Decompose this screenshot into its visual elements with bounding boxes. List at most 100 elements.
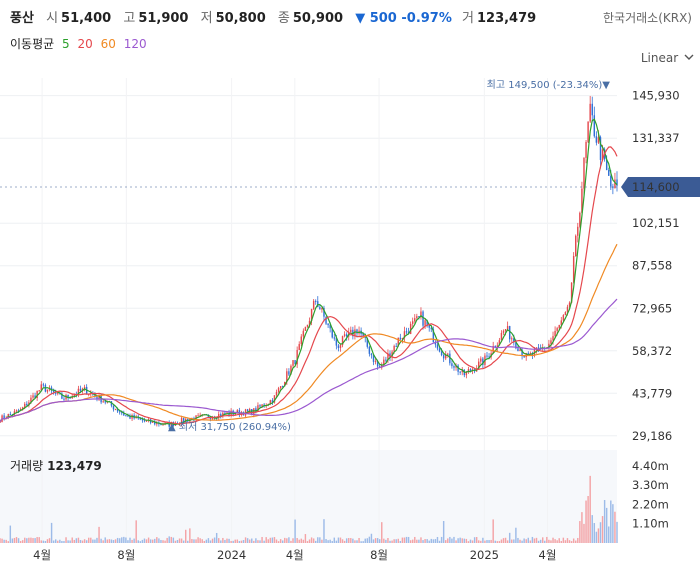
volume-bar <box>409 540 412 543</box>
time-tick-label: 4월 <box>33 548 51 561</box>
volume-bar <box>589 475 591 543</box>
candle-body <box>393 345 395 352</box>
candle-body <box>438 348 441 352</box>
volume-bar <box>527 537 529 543</box>
candle-body <box>575 235 577 257</box>
volume-bar <box>166 537 168 543</box>
volume-bar <box>467 541 470 543</box>
volume-bar <box>490 539 492 543</box>
volume-bar <box>100 538 102 543</box>
volume-bar <box>461 538 463 543</box>
candle-body <box>568 302 571 307</box>
volume-bar <box>145 539 148 543</box>
candle-body <box>550 340 552 344</box>
volume-bar <box>149 539 152 543</box>
volume-bar <box>599 522 602 543</box>
candle-body <box>154 421 156 425</box>
volume-bar <box>139 541 142 543</box>
candle-body <box>17 410 20 412</box>
ma-120-label[interactable]: 120 <box>123 37 147 51</box>
volume-bar <box>259 540 261 543</box>
volume-value: 123,479 <box>476 11 537 26</box>
volume-bar <box>546 536 548 543</box>
volume-bar <box>310 537 313 543</box>
volume-bar <box>465 538 468 543</box>
volume-bar <box>220 540 222 543</box>
volume-bar <box>281 540 284 543</box>
candle-body <box>312 300 315 309</box>
volume-bar <box>90 537 92 543</box>
volume-bar <box>368 536 371 543</box>
volume-bar <box>42 540 45 543</box>
candle-body <box>537 347 540 349</box>
candle-body <box>409 323 412 334</box>
candle-body <box>224 412 226 415</box>
volume-bar <box>46 539 49 543</box>
candle-body <box>612 186 614 189</box>
candle-body <box>288 371 290 375</box>
candle-body <box>319 307 321 310</box>
volume-bar <box>15 537 18 543</box>
volume-bar <box>498 541 501 543</box>
volume-bar <box>424 539 426 543</box>
volume-bar <box>207 538 210 543</box>
volume-bar <box>356 540 358 543</box>
volume-bar <box>160 539 162 543</box>
volume-bar <box>116 537 119 543</box>
candle-body <box>366 337 369 347</box>
volume-bar <box>403 537 406 543</box>
volume-bar <box>519 539 521 543</box>
volume-bar <box>312 538 315 543</box>
volume-bar <box>511 539 513 543</box>
candle-body <box>286 371 288 382</box>
volume-bar <box>257 540 259 543</box>
volume-bar <box>63 541 65 543</box>
candle-body <box>98 394 100 400</box>
volume-bar <box>170 536 172 543</box>
volume-bar <box>564 540 567 543</box>
ma-5-label[interactable]: 5 <box>62 37 70 51</box>
candle-body <box>197 415 199 417</box>
candle-body <box>399 337 402 340</box>
volume-bar <box>294 519 296 543</box>
candle-body <box>121 412 123 414</box>
volume-bar <box>581 512 583 543</box>
volume-bar <box>94 539 96 543</box>
volume-bar <box>279 539 282 543</box>
volume-bar <box>273 537 276 543</box>
candle-body <box>587 121 589 142</box>
volume-bar <box>480 540 482 543</box>
stock-name: 풍산 <box>10 11 34 26</box>
volume-bar <box>13 537 16 543</box>
volume-bar <box>85 540 88 543</box>
volume-bar <box>40 540 42 543</box>
volume-bar <box>271 537 274 543</box>
volume-bar <box>341 539 344 543</box>
candle-body <box>333 337 336 339</box>
volume-bar <box>184 529 187 543</box>
volume-bar <box>7 541 9 543</box>
candle-body <box>42 384 45 386</box>
candle-body <box>234 413 236 415</box>
volume-bar <box>471 540 474 543</box>
volume-bar <box>290 540 292 543</box>
candle-body <box>376 361 379 367</box>
exchange-name: 한국거래소(KRX) <box>603 11 692 25</box>
volume-bar <box>123 536 125 543</box>
volume-bar <box>187 540 189 543</box>
candle-body <box>341 336 344 346</box>
volume-bar <box>317 537 319 543</box>
candle-body <box>79 388 82 391</box>
volume-bar <box>129 537 131 543</box>
ma-60-label[interactable]: 60 <box>100 37 116 51</box>
ma-20-label[interactable]: 20 <box>77 37 93 51</box>
volume-bar <box>323 519 325 543</box>
scale-mode-dropdown[interactable]: Linear <box>641 51 694 65</box>
high-value: 51,900 <box>138 11 189 26</box>
volume-bar <box>83 539 86 543</box>
volume-bar <box>61 541 63 543</box>
candle-body <box>614 179 616 189</box>
volume-bar <box>26 538 28 543</box>
volume-bar <box>104 537 106 543</box>
